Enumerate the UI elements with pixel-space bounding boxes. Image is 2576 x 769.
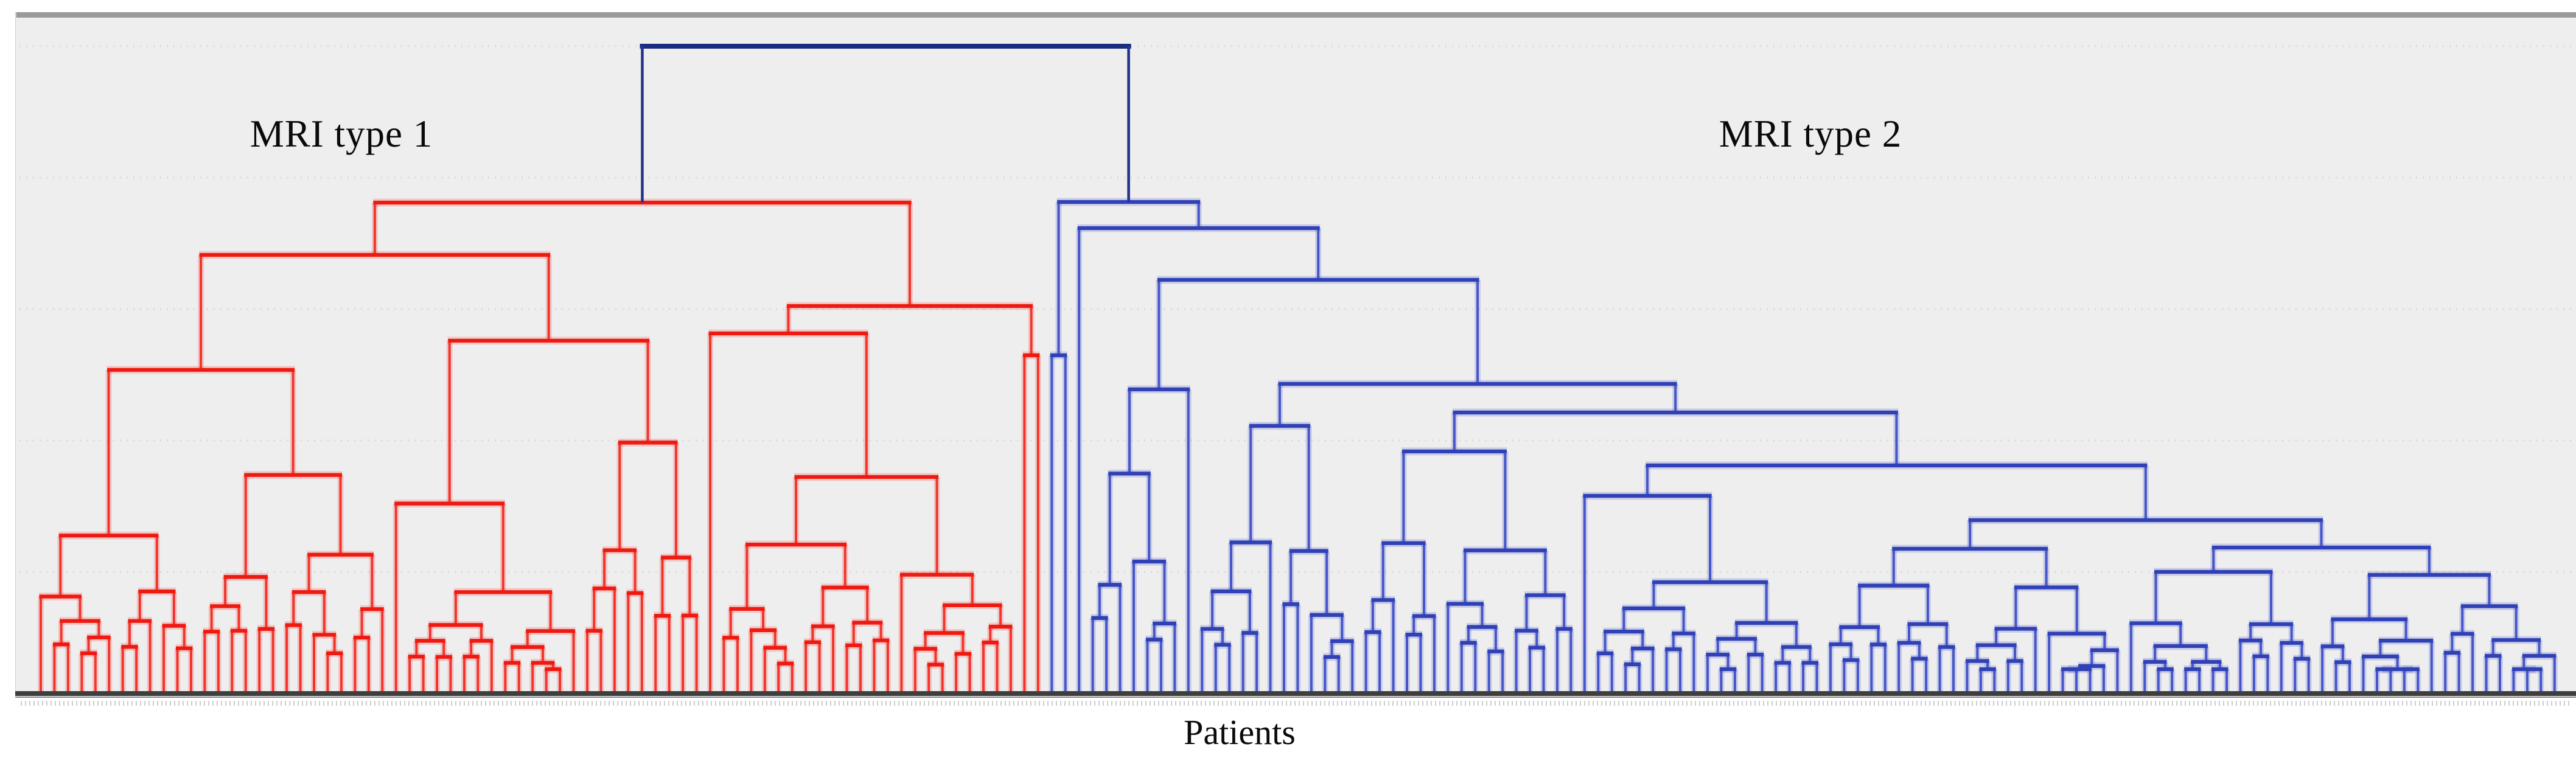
x-axis-label: Patients	[1184, 712, 1296, 752]
red-cluster-links-halo	[38, 198, 1041, 695]
cluster-label-mri-type-2: MRI type 2	[1719, 113, 1902, 155]
red-cluster-links	[39, 200, 1040, 695]
x-axis-baseline	[15, 691, 2576, 698]
cluster-label-mri-type-1: MRI type 1	[250, 113, 433, 155]
plot-background	[16, 18, 2576, 696]
blue-cluster-links-halo	[1049, 198, 2558, 695]
plot-top-border	[16, 12, 2576, 18]
blue-cluster-links	[1050, 200, 2557, 695]
root-link	[640, 44, 1131, 203]
